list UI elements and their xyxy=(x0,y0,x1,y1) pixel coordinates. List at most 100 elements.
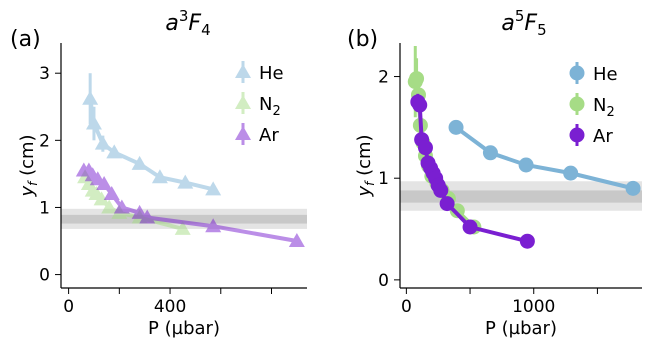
legend-label-main: He xyxy=(593,64,618,85)
y-axis-label: yf (cm) xyxy=(354,134,377,197)
legend-marker-Ar xyxy=(235,123,251,145)
data-point-circle xyxy=(409,71,425,87)
x-tick-label: 1000 xyxy=(512,297,555,317)
title-main: F xyxy=(188,11,201,36)
y-axis-label-main: y xyxy=(354,186,375,198)
legend-circle xyxy=(569,65,585,81)
data-point-triangle xyxy=(96,175,113,190)
data-point-triangle xyxy=(93,191,110,206)
legend-label-Ar: Ar xyxy=(259,125,279,146)
legend-label-main: He xyxy=(259,63,284,84)
series-line-He xyxy=(88,98,214,192)
legend-label-sub: 2 xyxy=(272,104,280,119)
legend-marker-Ar xyxy=(569,124,585,146)
data-point-triangle xyxy=(205,181,222,196)
legend: He N2 Ar xyxy=(235,61,284,146)
legend-marker-He xyxy=(235,61,251,83)
x-tick-label: 0 xyxy=(63,297,74,317)
legend-circle xyxy=(569,127,585,143)
data-point-triangle xyxy=(205,218,222,233)
y-axis-label-main: y xyxy=(17,186,38,198)
series-He xyxy=(448,119,641,196)
y-tick-label: 1 xyxy=(39,198,50,218)
series-line-Ar xyxy=(83,168,298,243)
legend-triangle xyxy=(235,95,251,109)
data-point-triangle xyxy=(101,199,118,214)
legend-triangle xyxy=(235,126,251,140)
data-point-circle xyxy=(417,140,433,156)
title-sub: 4 xyxy=(201,21,211,39)
data-point-triangle xyxy=(131,204,148,219)
legend-label-Ar: Ar xyxy=(593,126,613,147)
legend-label-main: Ar xyxy=(259,125,279,146)
x-axis-label: P (µbar) xyxy=(485,318,557,339)
y-tick-label: 3 xyxy=(39,64,50,84)
data-point-triangle xyxy=(139,209,156,224)
y-axis-label: yf (cm) xyxy=(17,134,40,197)
legend-triangle xyxy=(235,64,251,78)
legend: He N2 Ar xyxy=(569,62,618,147)
legend-label-He: He xyxy=(593,64,618,85)
data-point-triangle xyxy=(94,135,111,150)
data-point-circle xyxy=(519,233,535,249)
panel-label: (b) xyxy=(347,27,378,52)
data-point-triangle xyxy=(151,169,168,184)
legend-marker-He xyxy=(569,62,585,84)
title-base: a xyxy=(165,11,178,36)
data-point-triangle xyxy=(85,115,102,130)
panel-label: (a) xyxy=(10,27,41,52)
legend-circle xyxy=(569,96,585,112)
title-sup: 5 xyxy=(515,7,525,25)
data-point-circle xyxy=(563,165,579,181)
series-Ar xyxy=(410,93,535,249)
data-point-triangle xyxy=(131,155,148,170)
chart-title: a3F4 xyxy=(165,7,210,39)
x-tick-label: 400 xyxy=(154,297,186,317)
x-axis-label: P (µbar) xyxy=(148,318,220,339)
legend-label-sub: 2 xyxy=(606,105,614,120)
data-point-triangle xyxy=(174,220,191,235)
title-sub: 5 xyxy=(537,21,547,39)
y-axis-label-unit: (cm) xyxy=(17,134,38,181)
y-axis-label-sub: f xyxy=(363,180,377,186)
y-tick-label: 1 xyxy=(378,169,389,189)
plot-area xyxy=(407,46,641,249)
data-point-triangle xyxy=(82,90,99,105)
shaded-band-inner xyxy=(61,214,307,224)
data-point-circle xyxy=(433,182,449,198)
data-point-triangle xyxy=(103,186,120,201)
legend-label-He: He xyxy=(259,63,284,84)
x-tick-label: 0 xyxy=(401,297,412,317)
y-tick-label: 2 xyxy=(39,131,50,151)
data-point-triangle xyxy=(113,199,130,214)
chart-title: a5F5 xyxy=(501,7,546,39)
y-tick-label: 2 xyxy=(378,68,389,88)
data-point-circle xyxy=(482,145,498,161)
data-point-circle xyxy=(448,119,464,135)
series-Ar xyxy=(75,162,305,248)
y-axis-label-sub: f xyxy=(26,180,40,186)
data-point-circle xyxy=(518,157,534,173)
data-point-circle xyxy=(462,219,478,235)
data-point-triangle xyxy=(288,233,305,248)
legend-label-main: N xyxy=(593,95,606,116)
legend-label-N2: N2 xyxy=(259,94,281,119)
shaded-band-inner xyxy=(400,190,642,203)
y-axis-label-unit: (cm) xyxy=(354,134,375,181)
data-point-triangle xyxy=(177,174,194,189)
legend-marker-N2 xyxy=(235,92,251,114)
title-sup: 3 xyxy=(179,7,189,25)
y-tick-label: 0 xyxy=(378,271,389,291)
data-point-circle xyxy=(439,196,455,212)
plot-area xyxy=(75,73,305,248)
title-base: a xyxy=(501,11,514,36)
data-point-triangle xyxy=(106,144,123,159)
legend-marker-N2 xyxy=(569,93,585,115)
title-main: F xyxy=(524,11,537,36)
legend-label-main: N xyxy=(259,94,272,115)
data-point-circle xyxy=(625,180,641,196)
data-point-circle xyxy=(412,97,428,113)
